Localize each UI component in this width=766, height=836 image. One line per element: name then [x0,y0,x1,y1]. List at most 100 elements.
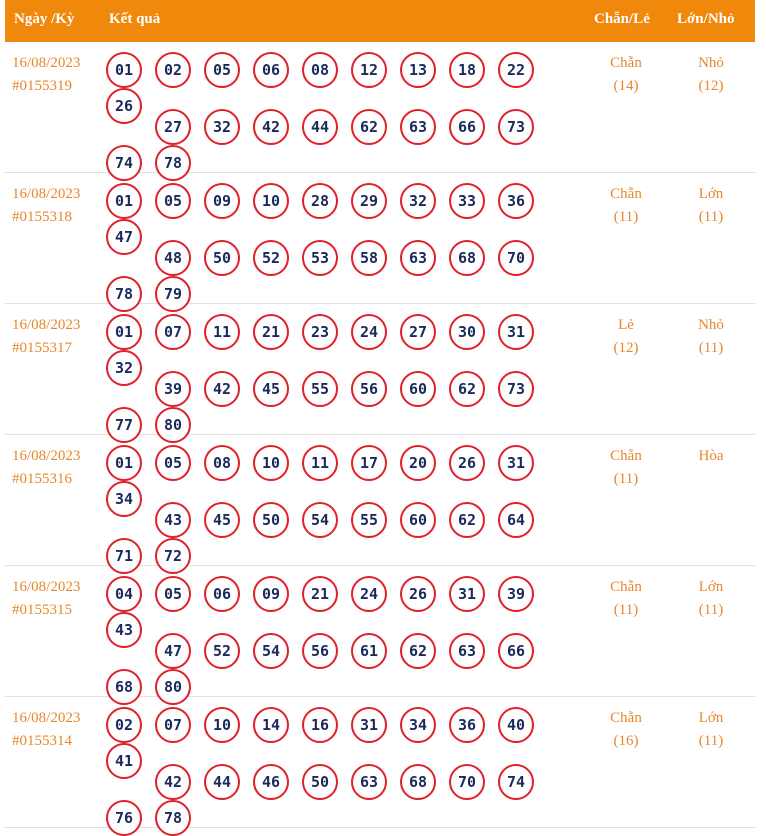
number-ball: 01 [106,183,142,219]
number-line: 04 05 06 09 21 24 26 31 39 43 [106,576,556,648]
even-odd-value: Chẵn [610,448,642,464]
number-ball: 61 [351,633,387,669]
draw-date: 16/08/2023 [12,317,81,333]
number-ball: 21 [302,576,338,612]
number-ball: 60 [400,371,436,407]
number-ball: 60 [400,502,436,538]
number-ball: 70 [498,240,534,276]
big-small-cell: Hòa [681,445,741,468]
number-ball: 27 [155,109,191,145]
table-row: 16/08/2023 #0155314 02 07 10 14 16 31 34 36 40 41 42… [5,697,755,836]
number-ball: 54 [253,633,289,669]
number-ball: 50 [302,764,338,800]
number-ball: 22 [498,52,534,88]
number-ball: 78 [155,800,191,836]
number-ball: 47 [155,633,191,669]
results-table: Ngày /Kỳ Kết quả Chẵn/Lẻ Lớn/Nhỏ 16/08/2… [5,0,755,836]
number-ball: 54 [302,502,338,538]
number-ball: 80 [155,407,191,443]
number-ball: 31 [449,576,485,612]
number-ball: 06 [204,576,240,612]
number-ball: 01 [106,445,142,481]
big-small-value: Hòa [698,448,724,464]
even-odd-value: Chẵn [610,55,642,71]
number-ball: 63 [351,764,387,800]
number-ball: 70 [449,764,485,800]
number-line: 27 32 42 44 62 63 66 73 74 78 [106,109,556,181]
number-ball: 32 [204,109,240,145]
number-ball: 62 [400,633,436,669]
number-line: 02 07 10 14 16 31 34 36 40 41 [106,707,556,779]
even-odd-count: (12) [613,340,639,356]
result-numbers: 01 07 11 21 23 24 27 30 31 32 39 42 45 55 56 60 62 73 77 80 [106,314,556,443]
number-ball: 63 [400,240,436,276]
even-odd-value: Chẵn [610,710,642,726]
even-odd-count: (16) [613,733,639,749]
even-odd-count: (14) [613,78,639,94]
number-ball: 01 [106,52,142,88]
number-ball: 07 [155,707,191,743]
big-small-count: (11) [698,340,724,356]
even-odd-count: (11) [613,602,639,618]
number-ball: 05 [204,52,240,88]
number-ball: 66 [449,109,485,145]
number-ball: 80 [155,669,191,705]
number-ball: 31 [498,314,534,350]
header-date-period: Ngày /Kỳ [14,11,75,27]
number-ball: 16 [302,707,338,743]
number-ball: 05 [155,445,191,481]
number-ball: 10 [253,445,289,481]
number-ball: 18 [449,52,485,88]
number-line: 42 44 46 50 63 68 70 74 76 78 [106,764,556,836]
number-ball: 68 [400,764,436,800]
number-ball: 72 [155,538,191,574]
result-numbers: 01 02 05 06 08 12 13 18 22 26 27 32 42 44 62 63 66 73 74 78 [106,52,556,181]
big-small-cell: Lớn (11) [681,707,741,753]
table-header: Ngày /Kỳ Kết quả Chẵn/Lẻ Lớn/Nhỏ [5,0,755,42]
big-small-value: Nhỏ [698,317,724,333]
number-ball: 52 [253,240,289,276]
number-ball: 62 [449,502,485,538]
number-ball: 43 [106,612,142,648]
number-ball: 34 [106,481,142,517]
number-ball: 12 [351,52,387,88]
number-ball: 27 [400,314,436,350]
number-ball: 05 [155,576,191,612]
table-body: 16/08/2023 #0155319 01 02 05 06 08 12 13 18 22 26 27… [5,42,755,836]
number-ball: 42 [155,764,191,800]
number-ball: 07 [155,314,191,350]
number-line: 01 02 05 06 08 12 13 18 22 26 [106,52,556,124]
even-odd-cell: Lẻ (12) [596,314,656,360]
big-small-count: (11) [698,209,724,225]
number-ball: 63 [449,633,485,669]
number-ball: 26 [106,88,142,124]
draw-period: #0155314 [12,733,72,749]
number-ball: 40 [498,707,534,743]
even-odd-cell: Chẵn (11) [596,445,656,491]
number-ball: 76 [106,800,142,836]
number-ball: 66 [498,633,534,669]
number-ball: 44 [204,764,240,800]
number-line: 48 50 52 53 58 63 68 70 78 79 [106,240,556,312]
number-ball: 31 [498,445,534,481]
number-ball: 56 [302,633,338,669]
number-ball: 34 [400,707,436,743]
number-ball: 68 [449,240,485,276]
draw-date: 16/08/2023 [12,186,81,202]
number-ball: 63 [400,109,436,145]
number-ball: 11 [204,314,240,350]
number-ball: 45 [253,371,289,407]
draw-date: 16/08/2023 [12,579,81,595]
draw-period: #0155319 [12,78,72,94]
number-ball: 36 [498,183,534,219]
number-ball: 21 [253,314,289,350]
number-ball: 53 [302,240,338,276]
number-ball: 26 [449,445,485,481]
big-small-cell: Nhỏ (12) [681,52,741,98]
number-ball: 47 [106,219,142,255]
even-odd-cell: Chẵn (11) [596,183,656,229]
number-line: 01 07 11 21 23 24 27 30 31 32 [106,314,556,386]
date-period-cell: 16/08/2023 #0155319 [12,52,80,98]
number-ball: 74 [498,764,534,800]
number-ball: 29 [351,183,387,219]
